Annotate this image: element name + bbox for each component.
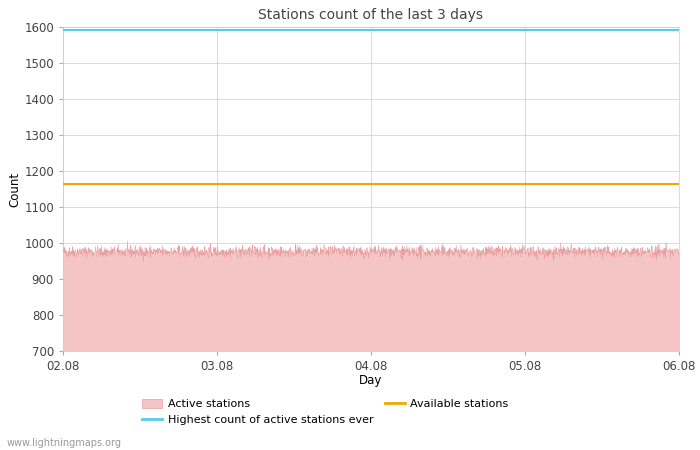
X-axis label: Day: Day xyxy=(359,374,383,387)
Y-axis label: Count: Count xyxy=(8,171,22,207)
Text: www.lightningmaps.org: www.lightningmaps.org xyxy=(7,438,122,448)
Legend: Active stations, Highest count of active stations ever, Available stations: Active stations, Highest count of active… xyxy=(143,399,509,425)
Title: Stations count of the last 3 days: Stations count of the last 3 days xyxy=(258,8,484,22)
